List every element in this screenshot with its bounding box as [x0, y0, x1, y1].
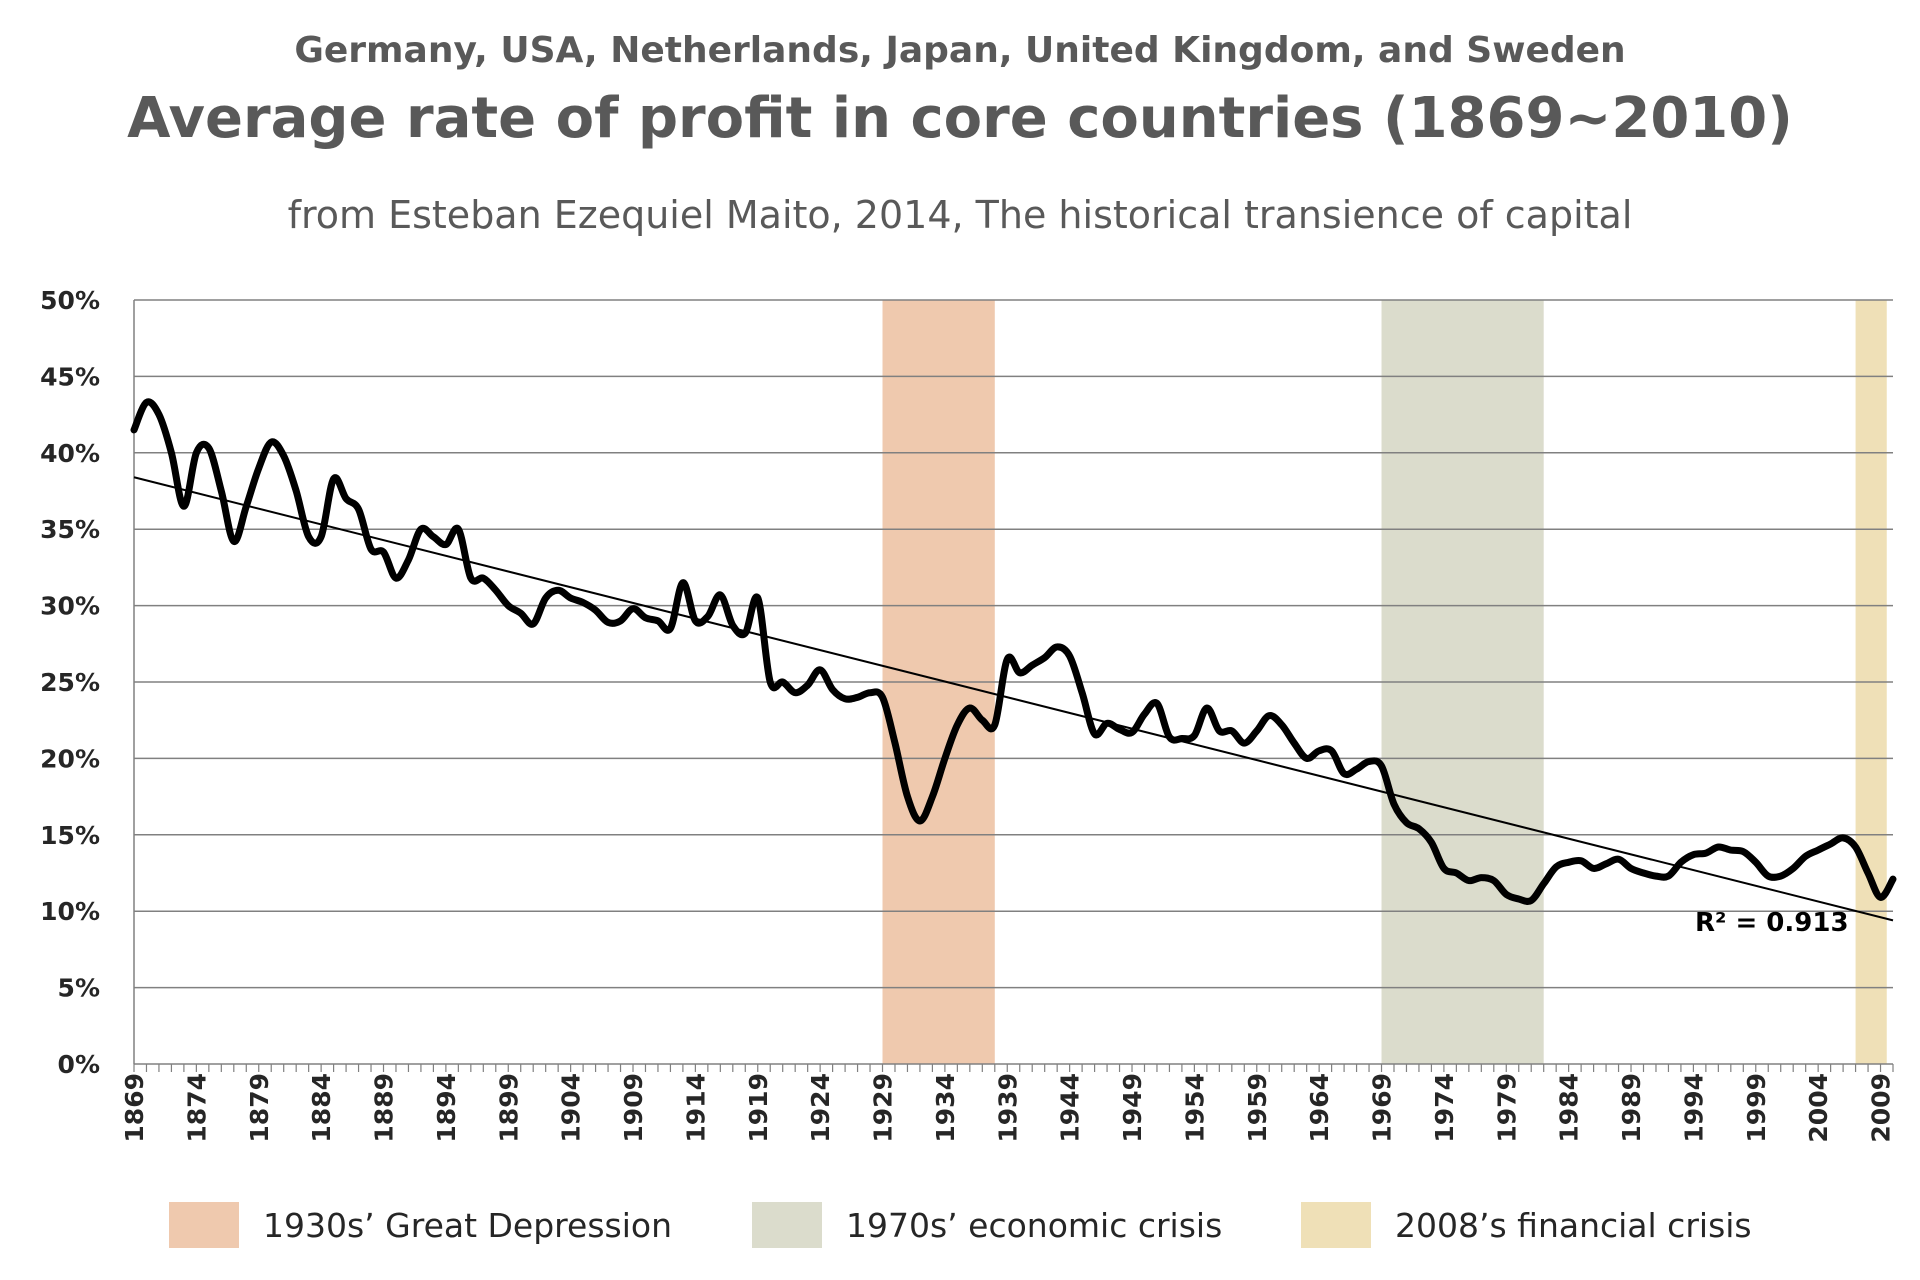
trendline — [133, 476, 1894, 922]
chart-subtitle: from Esteban Ezequiel Maito, 2014, The h… — [287, 193, 1633, 237]
legend-swatch-financial-crisis — [1301, 1202, 1371, 1248]
x-tick-label-16: 1949 — [1118, 1073, 1147, 1143]
x-tick-label-23: 1984 — [1555, 1073, 1584, 1143]
y-tick-label-9: 45% — [40, 362, 100, 391]
x-tick-label-19: 1964 — [1305, 1073, 1334, 1143]
legend-item-great-depression: 1930s’ Great Depression — [169, 1202, 672, 1248]
legend-swatch-great-depression — [169, 1202, 239, 1248]
legend-item-financial-crisis: 2008’s financial crisis — [1301, 1202, 1752, 1248]
x-tick-label-22: 1979 — [1492, 1073, 1521, 1143]
x-tick-label-26: 1999 — [1742, 1073, 1771, 1143]
y-tick-label-10: 50% — [40, 286, 100, 315]
x-tick-label-5: 1894 — [432, 1073, 461, 1143]
x-tick-label-11: 1924 — [806, 1073, 835, 1143]
y-tick-label-2: 10% — [40, 897, 100, 926]
y-tick-label-1: 5% — [58, 974, 100, 1003]
y-tick-label-6: 30% — [40, 592, 100, 621]
x-tick-label-7: 1904 — [557, 1073, 586, 1143]
x-tick-label-27: 2004 — [1804, 1073, 1833, 1143]
x-tick-label-17: 1954 — [1180, 1073, 1209, 1143]
chart-supertitle: Germany, USA, Netherlands, Japan, United… — [294, 30, 1626, 71]
x-tick-label-6: 1899 — [494, 1073, 523, 1143]
y-tick-label-0: 0% — [58, 1050, 100, 1079]
x-tick-label-24: 1989 — [1617, 1073, 1646, 1143]
x-tick-label-21: 1974 — [1430, 1073, 1459, 1143]
x-tick-label-1: 1874 — [182, 1073, 211, 1143]
y-tick-label-8: 40% — [40, 439, 100, 468]
legend-item-1970s-crisis: 1970s’ economic crisis — [752, 1202, 1222, 1248]
x-tick-label-25: 1994 — [1679, 1073, 1708, 1143]
x-tick-label-20: 1969 — [1368, 1073, 1397, 1143]
legend-label-great-depression: 1930s’ Great Depression — [263, 1205, 672, 1245]
x-tick-label-4: 1889 — [370, 1073, 399, 1143]
chart-title: Average rate of profit in core countries… — [127, 86, 1793, 151]
x-tick-label-15: 1944 — [1056, 1073, 1085, 1143]
x-tick-label-8: 1909 — [619, 1073, 648, 1143]
y-tick-label-7: 35% — [40, 515, 100, 544]
x-tick-label-0: 1869 — [120, 1073, 149, 1143]
x-tick-label-28: 2009 — [1867, 1073, 1896, 1143]
y-tick-label-5: 25% — [40, 668, 100, 697]
x-tick-label-2: 1879 — [245, 1073, 274, 1143]
x-tick-label-18: 1959 — [1243, 1073, 1272, 1143]
x-tick-label-9: 1914 — [681, 1073, 710, 1143]
legend-label-1970s-crisis: 1970s’ economic crisis — [846, 1205, 1223, 1245]
x-tick-label-3: 1884 — [307, 1073, 336, 1143]
x-tick-label-14: 1939 — [993, 1073, 1022, 1143]
x-tick-label-13: 1934 — [931, 1073, 960, 1143]
legend-swatch-1970s-crisis — [752, 1202, 822, 1248]
profit-rate-series-line — [130, 398, 1897, 905]
y-tick-label-4: 20% — [40, 744, 100, 773]
x-tick-label-12: 1929 — [869, 1073, 898, 1143]
legend-label-financial-crisis: 2008’s financial crisis — [1395, 1205, 1752, 1245]
r-squared-label: R² = 0.913 — [1695, 908, 1849, 938]
y-tick-label-3: 15% — [40, 821, 100, 850]
x-tick-label-10: 1919 — [744, 1073, 773, 1143]
